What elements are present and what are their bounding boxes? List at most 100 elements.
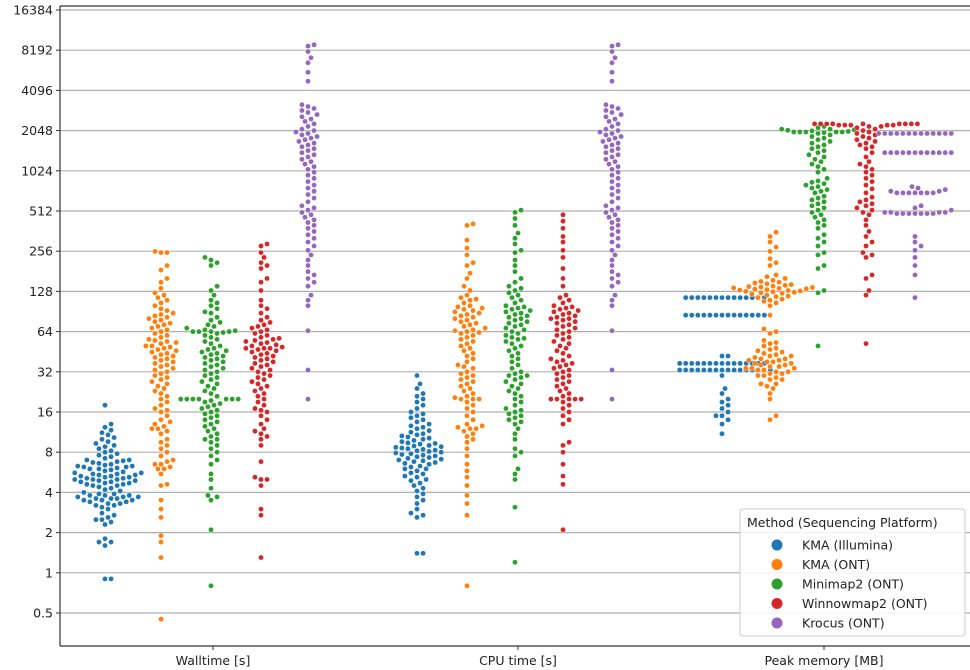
data-point xyxy=(878,123,884,130)
data-point xyxy=(866,287,872,294)
data-point xyxy=(908,121,915,127)
data-point xyxy=(108,421,114,427)
y-tick-label: 16384 xyxy=(13,3,53,18)
data-point xyxy=(749,291,755,297)
data-point xyxy=(305,147,311,154)
data-point xyxy=(432,447,438,453)
data-point xyxy=(695,294,701,301)
data-point xyxy=(806,151,812,158)
data-point xyxy=(208,334,214,341)
data-point xyxy=(164,314,170,321)
data-point xyxy=(609,69,615,76)
data-point xyxy=(719,312,725,318)
data-point xyxy=(503,378,509,385)
data-point xyxy=(264,416,270,423)
data-point xyxy=(102,455,108,462)
data-point xyxy=(560,399,566,405)
data-point xyxy=(888,209,894,216)
data-point xyxy=(521,327,527,333)
data-point xyxy=(609,103,615,110)
data-point xyxy=(597,129,603,135)
data-point xyxy=(183,396,190,402)
data-point xyxy=(890,122,897,128)
data-point xyxy=(566,396,572,402)
data-point xyxy=(258,265,264,272)
data-point xyxy=(214,407,220,414)
data-point xyxy=(258,357,264,364)
data-point xyxy=(560,357,566,364)
data-point xyxy=(609,268,615,275)
data-point xyxy=(797,288,804,294)
data-point xyxy=(464,222,470,229)
data-point xyxy=(770,283,776,290)
data-point xyxy=(205,383,211,389)
data-point xyxy=(863,140,869,146)
data-point xyxy=(609,142,615,148)
data-point xyxy=(464,393,470,400)
data-point xyxy=(881,130,888,137)
data-point xyxy=(208,582,214,589)
data-point xyxy=(866,123,872,130)
data-point xyxy=(102,486,108,493)
data-point xyxy=(402,466,408,472)
data-point xyxy=(924,190,930,196)
data-point xyxy=(560,421,566,427)
data-point xyxy=(569,360,575,367)
data-point xyxy=(467,302,473,309)
data-point xyxy=(258,363,264,370)
data-point xyxy=(773,328,779,335)
data-point xyxy=(177,396,184,402)
data-point xyxy=(719,294,725,301)
data-point xyxy=(393,450,399,456)
data-point xyxy=(930,149,936,156)
data-point xyxy=(914,121,921,127)
data-point xyxy=(518,419,524,425)
data-point xyxy=(479,423,485,429)
data-point xyxy=(252,337,258,344)
data-point xyxy=(767,376,773,383)
data-point xyxy=(132,477,139,484)
data-point xyxy=(470,221,476,227)
data-point xyxy=(518,207,524,213)
data-point xyxy=(860,127,866,134)
data-point xyxy=(551,365,557,372)
data-point xyxy=(108,447,114,454)
data-point xyxy=(506,283,512,290)
data-point xyxy=(164,307,170,314)
data-point xyxy=(811,121,818,127)
data-point xyxy=(420,491,426,497)
data-point xyxy=(420,457,426,464)
data-point xyxy=(464,500,470,507)
data-point xyxy=(158,300,164,306)
data-point xyxy=(302,161,308,167)
data-point xyxy=(108,495,114,502)
data-point xyxy=(208,302,214,309)
data-point xyxy=(566,416,572,423)
data-point xyxy=(183,325,190,331)
data-point xyxy=(114,495,120,502)
data-point xyxy=(609,396,615,402)
data-point xyxy=(199,405,205,412)
data-point xyxy=(509,359,515,365)
data-point xyxy=(464,328,470,335)
data-point xyxy=(261,396,267,402)
data-point xyxy=(464,439,470,446)
data-point xyxy=(305,130,311,137)
data-point xyxy=(758,289,764,296)
data-point xyxy=(296,138,302,145)
data-point xyxy=(102,449,108,456)
data-point xyxy=(560,449,566,456)
data-point xyxy=(863,222,869,229)
data-point xyxy=(518,247,524,254)
data-point xyxy=(152,337,158,344)
data-point xyxy=(609,239,615,245)
data-point xyxy=(126,492,132,499)
data-point xyxy=(551,309,557,315)
data-point xyxy=(509,365,515,372)
data-point xyxy=(924,210,930,217)
data-point xyxy=(609,109,615,116)
data-point xyxy=(152,318,158,325)
data-point xyxy=(305,327,311,334)
data-point xyxy=(105,500,111,507)
data-point xyxy=(152,248,158,255)
